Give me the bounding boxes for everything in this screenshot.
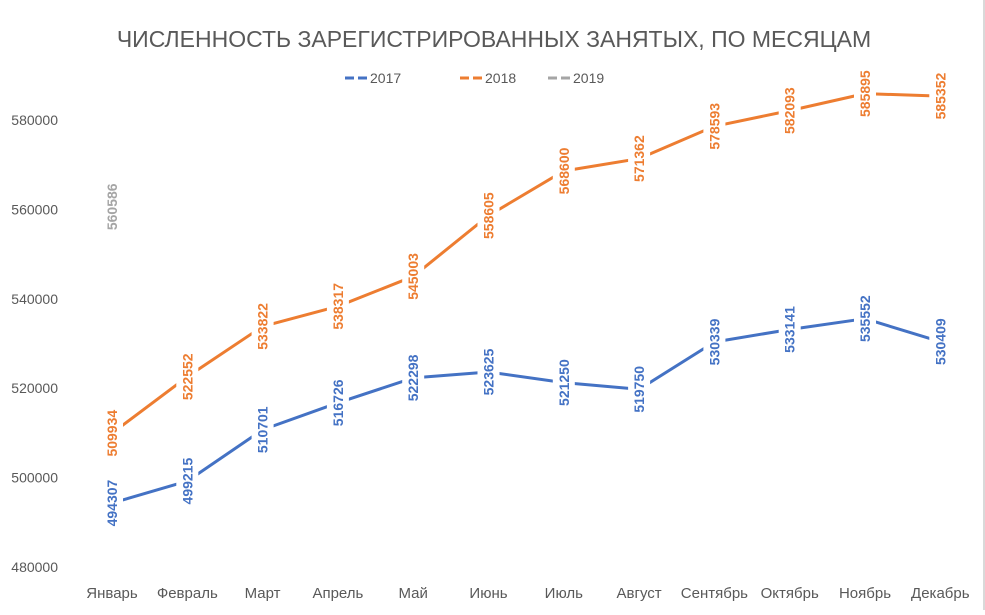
y-tick-label: 560000 bbox=[11, 201, 58, 217]
data-label-2018: 571362 bbox=[631, 135, 647, 182]
data-label-2018: 509934 bbox=[104, 410, 120, 457]
legend-label-2018: 2018 bbox=[485, 70, 516, 86]
data-label-bg bbox=[101, 166, 123, 247]
data-label-bg bbox=[854, 278, 876, 359]
data-label-bg bbox=[402, 337, 425, 418]
data-label-bg bbox=[326, 362, 349, 443]
x-tick-label: Март bbox=[245, 585, 281, 602]
data-label-bg bbox=[778, 289, 801, 370]
data-label-bg bbox=[703, 86, 726, 167]
data-label-2019: 560586 bbox=[104, 183, 120, 230]
data-label-bg bbox=[251, 389, 274, 470]
data-label-bg bbox=[477, 331, 500, 412]
data-label-bg bbox=[552, 130, 575, 211]
data-label-2017: 522298 bbox=[405, 354, 421, 401]
x-tick-label: Январь bbox=[86, 585, 138, 602]
data-label-2018: 558605 bbox=[481, 192, 497, 239]
legend-label-2017: 2017 bbox=[370, 70, 401, 86]
series-lines bbox=[111, 92, 941, 505]
x-axis: Январь Февраль Март Апрель Май Июнь Июль Август… bbox=[86, 585, 969, 602]
data-label-2018: 568600 bbox=[556, 147, 572, 194]
y-axis: 480000 500000 520000 540000 560000 580000 bbox=[11, 112, 58, 575]
data-label-bg bbox=[854, 53, 876, 134]
data-label-2017: 510701 bbox=[255, 406, 271, 453]
data-label-2017: 519750 bbox=[631, 366, 647, 413]
data-label-2017: 535552 bbox=[857, 295, 873, 342]
x-tick-label: Сентябрь bbox=[681, 585, 748, 602]
y-tick-label: 500000 bbox=[11, 470, 58, 486]
x-tick-label: Ноябрь bbox=[839, 585, 891, 602]
data-label-bg bbox=[101, 393, 123, 474]
data-label-bg bbox=[251, 286, 274, 367]
x-tick-label: Июнь bbox=[469, 585, 507, 602]
data-label-bg bbox=[703, 301, 726, 382]
legend: 2017 2018 2019 bbox=[345, 70, 604, 86]
data-label-2017: 494307 bbox=[104, 479, 120, 526]
y-tick-label: 580000 bbox=[11, 112, 58, 128]
data-label-2018: 578593 bbox=[706, 103, 722, 150]
series-line-2018 bbox=[111, 92, 941, 435]
chart-title: ЧИСЛЕННОСТЬ ЗАРЕГИСТРИРОВАННЫХ ЗАНЯТЫХ, … bbox=[117, 26, 871, 52]
x-tick-label: Май bbox=[399, 585, 428, 602]
data-label-bg bbox=[929, 301, 952, 382]
series-line-2017 bbox=[111, 317, 941, 505]
x-tick-label: Август bbox=[617, 585, 662, 602]
data-label-bg bbox=[778, 70, 801, 151]
data-label-2018: 582093 bbox=[782, 87, 798, 134]
x-tick-label: Апрель bbox=[312, 585, 363, 602]
data-label-2017: 521250 bbox=[556, 359, 572, 406]
y-tick-label: 480000 bbox=[11, 559, 58, 575]
y-tick-label: 540000 bbox=[11, 291, 58, 307]
data-label-bg bbox=[477, 175, 500, 256]
data-label-bg bbox=[326, 266, 349, 347]
data-label-2018: 545003 bbox=[405, 253, 421, 300]
x-tick-label: Декабрь bbox=[911, 585, 970, 602]
data-label-2018: 585895 bbox=[857, 70, 873, 117]
x-tick-label: Февраль bbox=[157, 585, 218, 602]
data-label-bg bbox=[552, 342, 575, 423]
y-tick-label: 520000 bbox=[11, 380, 58, 396]
data-label-2017: 530409 bbox=[932, 318, 948, 365]
data-label-2017: 523625 bbox=[481, 348, 497, 395]
data-label-bg bbox=[628, 118, 651, 199]
data-label-2018: 533822 bbox=[255, 303, 271, 350]
x-tick-label: Июль bbox=[545, 585, 583, 602]
data-label-bg bbox=[101, 463, 123, 544]
data-label-bg bbox=[176, 441, 199, 522]
data-label-2017: 499215 bbox=[179, 458, 195, 505]
data-label-bg bbox=[628, 349, 651, 430]
x-tick-label: Октябрь bbox=[761, 585, 819, 602]
data-label-bg bbox=[929, 56, 952, 137]
data-label-2018: 538317 bbox=[330, 283, 346, 330]
data-label-bg bbox=[402, 236, 425, 317]
data-label-2017: 533141 bbox=[782, 306, 798, 353]
data-label-2017: 530339 bbox=[706, 318, 722, 365]
data-label-2018: 585352 bbox=[932, 73, 948, 120]
data-label-2017: 516726 bbox=[330, 379, 346, 426]
data-label-bg bbox=[176, 336, 199, 417]
data-labels: 494307 499215 510701 516726 522298 523625 5212… bbox=[101, 53, 952, 544]
legend-label-2019: 2019 bbox=[573, 70, 604, 86]
data-label-2018: 522552 bbox=[179, 353, 195, 400]
